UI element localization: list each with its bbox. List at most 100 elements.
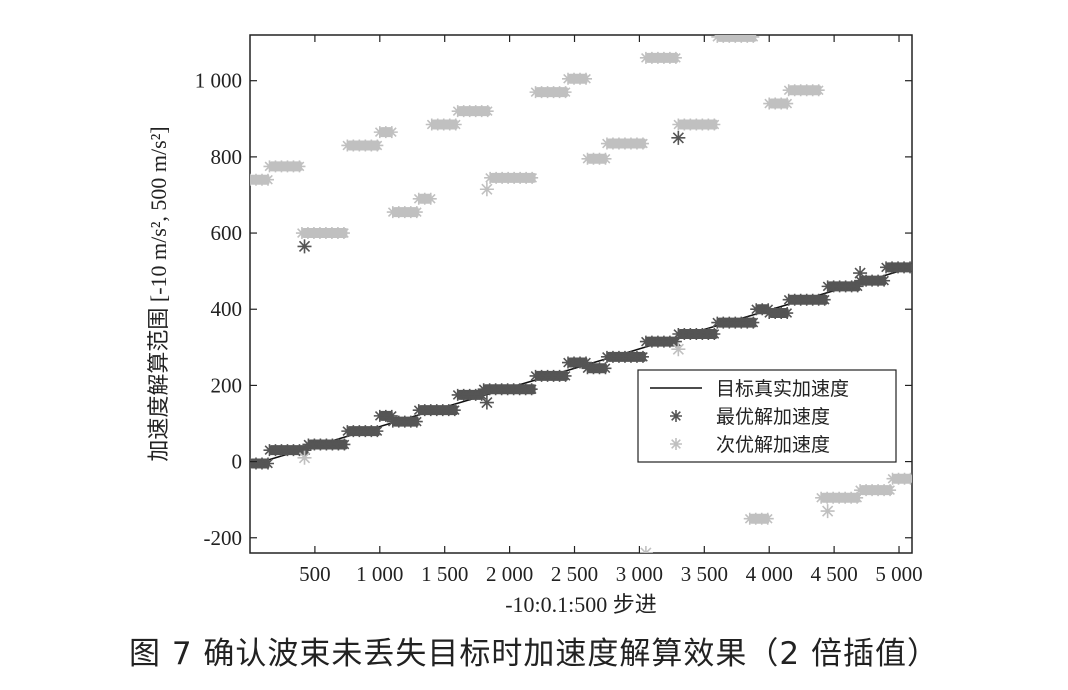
- series-3-point: [839, 491, 852, 504]
- series-2-segment: [711, 316, 760, 329]
- series-2-point: [404, 415, 417, 428]
- series-2-point: [483, 383, 496, 396]
- series-2-segment: [763, 307, 794, 320]
- series-2-point: [457, 388, 470, 401]
- series-2-point: [580, 356, 593, 369]
- series-3-segment: [815, 491, 864, 504]
- series-3-point: [337, 227, 350, 240]
- series-2-outlier: [671, 130, 686, 145]
- legend-item: 最优解加速度: [670, 406, 830, 428]
- series-3-point: [398, 206, 411, 219]
- series-3-segment: [782, 84, 825, 97]
- series-3-point: [815, 491, 828, 504]
- series-2-point: [436, 404, 449, 417]
- series-2-segment: [373, 409, 398, 422]
- series-3-point: [520, 171, 533, 184]
- series-3-point: [812, 84, 825, 97]
- series-2-point: [886, 261, 899, 274]
- series-2-point: [262, 457, 274, 470]
- series-3-point: [800, 84, 813, 97]
- series-2-segment: [854, 274, 891, 287]
- series-3-point: [508, 171, 521, 184]
- x-tick-label: 2 500: [551, 562, 598, 586]
- series-2-segment: [386, 415, 423, 428]
- series-3-point: [593, 152, 606, 165]
- series-3-segment: [639, 51, 682, 64]
- series-3-point: [514, 171, 527, 184]
- series-3-point: [854, 484, 867, 497]
- series-2-point: [398, 415, 411, 428]
- series-2-point: [477, 383, 490, 396]
- series-3-segment: [743, 512, 774, 525]
- series-3-outlier: [479, 182, 494, 197]
- series-3-segment: [581, 152, 612, 165]
- series-3-point: [761, 512, 774, 525]
- series-2-point: [299, 444, 312, 457]
- series-2-point: [525, 383, 538, 396]
- series-2-point: [904, 261, 912, 274]
- series-2-segment: [672, 327, 721, 340]
- series-2-segment: [880, 261, 912, 274]
- series-2-point: [593, 362, 606, 375]
- series-2-point: [762, 303, 775, 316]
- data-marks: [250, 35, 912, 553]
- series-3-point: [845, 491, 858, 504]
- series-2-point: [711, 316, 724, 329]
- series-2-point: [386, 415, 399, 428]
- series-2-point: [442, 404, 455, 417]
- series-3-point: [386, 206, 399, 219]
- x-tick-label: 500: [299, 562, 331, 586]
- series-3-point: [794, 84, 807, 97]
- series-2-point: [489, 383, 502, 396]
- series-3-point: [580, 72, 593, 85]
- series-2-point: [475, 388, 488, 401]
- series-3-point: [708, 118, 721, 131]
- series-2-point: [878, 274, 891, 287]
- series-2-point: [741, 316, 754, 329]
- series-3-point: [833, 491, 846, 504]
- series-2-point: [833, 280, 846, 293]
- series-3-point: [404, 206, 417, 219]
- series-3-point: [490, 171, 503, 184]
- series-3-point: [741, 35, 754, 43]
- series-2-segment: [412, 404, 461, 417]
- series-3-point: [262, 173, 274, 186]
- series-2-point: [794, 293, 807, 306]
- series-2-point: [371, 425, 384, 438]
- y-tick-label: 1 000: [195, 69, 242, 93]
- legend-label: 次优解加速度: [716, 434, 830, 456]
- series-2-outlier: [853, 266, 868, 281]
- series-3-point: [371, 139, 384, 152]
- series-3-segment: [562, 72, 593, 85]
- series-3-point: [457, 105, 470, 118]
- legend-label: 最优解加速度: [716, 406, 830, 428]
- series-3-segment: [451, 105, 494, 118]
- series-3-segment: [263, 160, 306, 173]
- series-2-point: [338, 438, 351, 451]
- series-2-point: [519, 383, 532, 396]
- series-2-point: [845, 280, 858, 293]
- series-3-point: [443, 118, 456, 131]
- series-2-point: [800, 293, 813, 306]
- series-2-point: [708, 327, 721, 340]
- series-3-segment: [600, 137, 649, 150]
- series-2-point: [412, 404, 425, 417]
- series-2-segment: [529, 369, 572, 382]
- series-3-point: [892, 472, 905, 485]
- y-axis-title: 加速度解算范围 [-10 m/s², 500 m/s²]: [146, 126, 171, 461]
- series-2-point: [469, 388, 482, 401]
- y-tick-label: 400: [211, 297, 243, 321]
- series-3-segment: [886, 472, 912, 485]
- series-3-point: [587, 152, 600, 165]
- series-2-segment: [341, 425, 384, 438]
- series-3-point: [293, 160, 306, 173]
- series-3-point: [599, 152, 612, 165]
- series-2-point: [818, 293, 831, 306]
- series-2-point: [717, 316, 730, 329]
- x-tick-label: 3 500: [681, 562, 728, 586]
- series-3-point: [496, 171, 509, 184]
- series-2-point: [507, 383, 520, 396]
- series-2-point: [385, 409, 398, 422]
- series-3-segment: [250, 173, 274, 186]
- series-3-point: [410, 206, 423, 219]
